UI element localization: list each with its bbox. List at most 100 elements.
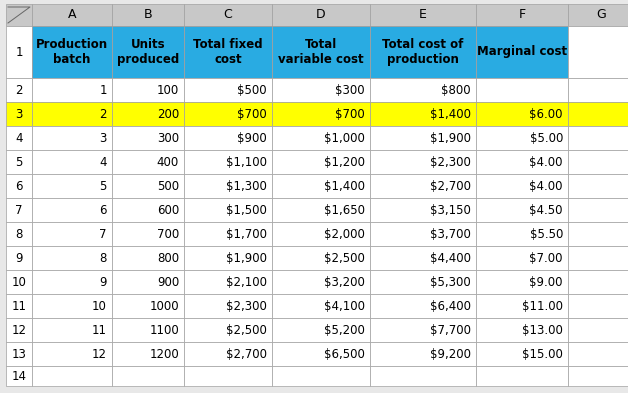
Bar: [272, 342, 370, 366]
Text: Total fixed
cost: Total fixed cost: [193, 38, 263, 66]
Bar: [32, 318, 112, 342]
Text: 14: 14: [11, 369, 26, 382]
Bar: [272, 126, 370, 150]
Bar: [6, 366, 32, 386]
Text: 5: 5: [15, 156, 23, 169]
Bar: [476, 4, 568, 26]
Bar: [112, 26, 184, 78]
Text: $5,300: $5,300: [430, 275, 471, 288]
Text: $11.00: $11.00: [522, 299, 563, 312]
Text: 12: 12: [11, 323, 26, 336]
Bar: [112, 174, 184, 198]
Bar: [184, 26, 272, 78]
Bar: [32, 78, 112, 102]
Text: G: G: [596, 9, 606, 22]
Text: $4.00: $4.00: [529, 180, 563, 193]
Bar: [184, 198, 272, 222]
Bar: [112, 294, 184, 318]
Text: 6: 6: [99, 204, 107, 217]
Text: $2,700: $2,700: [226, 347, 267, 360]
Text: 1000: 1000: [149, 299, 179, 312]
Text: 10: 10: [11, 275, 26, 288]
Text: $6,400: $6,400: [430, 299, 471, 312]
Text: 7: 7: [99, 228, 107, 241]
Text: 3: 3: [15, 108, 23, 121]
Text: Total
variable cost: Total variable cost: [278, 38, 364, 66]
Text: 1200: 1200: [149, 347, 179, 360]
Text: 3: 3: [100, 132, 107, 145]
Bar: [568, 294, 628, 318]
Text: $4.50: $4.50: [529, 204, 563, 217]
Text: B: B: [144, 9, 153, 22]
Text: 2: 2: [99, 108, 107, 121]
Bar: [184, 366, 272, 386]
Text: 9: 9: [15, 252, 23, 264]
Bar: [272, 4, 370, 26]
Bar: [568, 246, 628, 270]
Bar: [370, 342, 476, 366]
Text: 900: 900: [157, 275, 179, 288]
Text: $6.00: $6.00: [529, 108, 563, 121]
Bar: [568, 222, 628, 246]
Text: 400: 400: [157, 156, 179, 169]
Bar: [32, 174, 112, 198]
Text: Total cost of
production: Total cost of production: [382, 38, 463, 66]
Text: $3,150: $3,150: [430, 204, 471, 217]
Bar: [112, 342, 184, 366]
Bar: [112, 270, 184, 294]
Bar: [6, 222, 32, 246]
Bar: [476, 78, 568, 102]
Bar: [112, 126, 184, 150]
Bar: [370, 150, 476, 174]
Text: 600: 600: [157, 204, 179, 217]
Text: $6,500: $6,500: [324, 347, 365, 360]
Bar: [184, 78, 272, 102]
Bar: [6, 294, 32, 318]
Bar: [568, 126, 628, 150]
Bar: [272, 174, 370, 198]
Bar: [112, 4, 184, 26]
Bar: [112, 78, 184, 102]
Bar: [112, 318, 184, 342]
Bar: [370, 246, 476, 270]
Text: 500: 500: [157, 180, 179, 193]
Bar: [32, 4, 112, 26]
Text: 1100: 1100: [149, 323, 179, 336]
Bar: [6, 246, 32, 270]
Text: $5,200: $5,200: [324, 323, 365, 336]
Bar: [370, 270, 476, 294]
Text: 200: 200: [157, 108, 179, 121]
Text: 11: 11: [11, 299, 26, 312]
Text: $3,700: $3,700: [430, 228, 471, 241]
Bar: [184, 126, 272, 150]
Text: 700: 700: [157, 228, 179, 241]
Bar: [272, 150, 370, 174]
Bar: [370, 198, 476, 222]
Bar: [568, 4, 628, 26]
Text: E: E: [419, 9, 427, 22]
Bar: [568, 150, 628, 174]
Text: 6: 6: [15, 180, 23, 193]
Text: $800: $800: [441, 83, 471, 97]
Text: $1,900: $1,900: [430, 132, 471, 145]
Text: D: D: [316, 9, 326, 22]
Text: $2,000: $2,000: [324, 228, 365, 241]
Bar: [476, 174, 568, 198]
Text: 8: 8: [100, 252, 107, 264]
Bar: [112, 366, 184, 386]
Bar: [272, 246, 370, 270]
Bar: [476, 150, 568, 174]
Text: $1,400: $1,400: [324, 180, 365, 193]
Text: F: F: [519, 9, 526, 22]
Bar: [370, 318, 476, 342]
Bar: [568, 174, 628, 198]
Bar: [476, 126, 568, 150]
Bar: [6, 270, 32, 294]
Bar: [112, 246, 184, 270]
Bar: [112, 198, 184, 222]
Bar: [32, 150, 112, 174]
Text: 800: 800: [157, 252, 179, 264]
Bar: [272, 294, 370, 318]
Text: 300: 300: [157, 132, 179, 145]
Bar: [184, 246, 272, 270]
